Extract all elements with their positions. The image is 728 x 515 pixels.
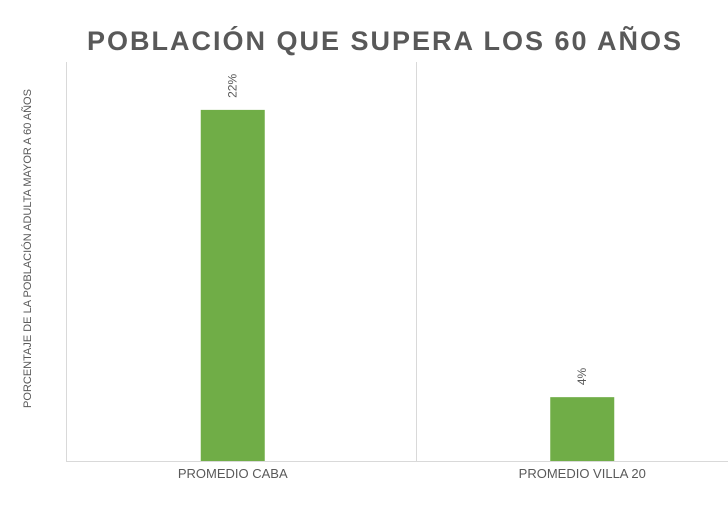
x-tick-label: PROMEDIO VILLA 20: [519, 466, 646, 481]
bars: [200, 109, 615, 461]
x-axis-labels: PROMEDIO CABA PROMEDIO VILLA 20: [178, 466, 646, 481]
bar: [200, 109, 265, 461]
data-labels: 22% 4%: [226, 74, 590, 386]
axes: [66, 62, 728, 462]
chart-title: POBLACIÓN QUE SUPERA LOS 60 AÑOS: [87, 25, 683, 56]
y-axis-title: PORCENTAJE DE LA POBLACIÓN ADULTA MAYOR …: [21, 89, 34, 408]
x-tick-label: PROMEDIO CABA: [178, 466, 288, 481]
data-label: 22%: [226, 74, 240, 98]
data-label: 4%: [575, 367, 589, 385]
bar: [550, 397, 615, 461]
